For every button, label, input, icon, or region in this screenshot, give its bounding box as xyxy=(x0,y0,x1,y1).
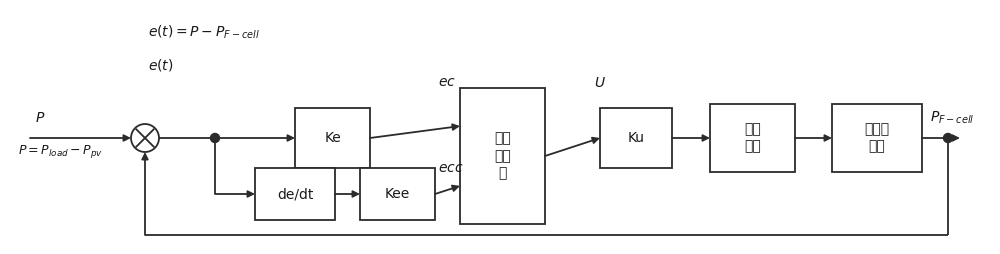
Text: 燃料电
池堆: 燃料电 池堆 xyxy=(864,122,890,154)
Bar xyxy=(295,108,370,168)
Bar xyxy=(710,104,795,172)
Text: 模糊
控制
器: 模糊 控制 器 xyxy=(494,132,511,180)
Text: Ku: Ku xyxy=(628,131,644,145)
Text: Ke: Ke xyxy=(324,131,341,145)
Text: $P$: $P$ xyxy=(35,111,45,125)
Text: 执行
机构: 执行 机构 xyxy=(744,122,761,154)
Bar xyxy=(600,108,672,168)
Text: de/dt: de/dt xyxy=(277,187,313,201)
Circle shape xyxy=(131,124,159,152)
Text: $ecc$: $ecc$ xyxy=(438,161,464,175)
Text: $U$: $U$ xyxy=(594,76,606,90)
Bar xyxy=(360,168,435,220)
Text: Kee: Kee xyxy=(385,187,410,201)
Bar xyxy=(460,88,545,224)
Bar xyxy=(255,168,335,220)
Text: $P_{F-cell}$: $P_{F-cell}$ xyxy=(930,110,975,126)
Circle shape xyxy=(210,134,220,142)
Text: $e(t)=P-P_{F-cell}$: $e(t)=P-P_{F-cell}$ xyxy=(148,23,260,41)
Bar xyxy=(832,104,922,172)
Circle shape xyxy=(944,134,952,142)
Text: $P=P_{load}-P_{pv}$: $P=P_{load}-P_{pv}$ xyxy=(18,144,103,161)
Text: $ec$: $ec$ xyxy=(438,75,456,89)
Text: $e(t)$: $e(t)$ xyxy=(148,57,174,73)
